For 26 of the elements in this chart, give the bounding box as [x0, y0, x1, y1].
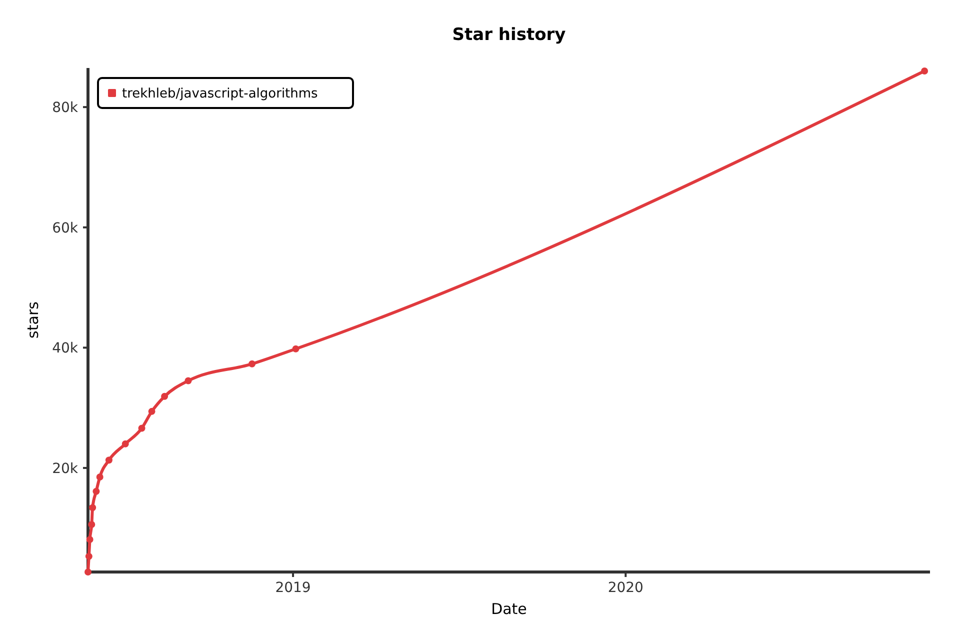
point [184, 377, 192, 384]
point [92, 488, 100, 495]
x-tick-label: 2020 [608, 580, 644, 596]
point [921, 68, 928, 75]
point [122, 440, 129, 448]
point [89, 504, 96, 512]
point [86, 536, 94, 544]
point [88, 520, 96, 528]
point [148, 408, 156, 415]
point [96, 473, 104, 480]
chart-title: Star history [452, 25, 566, 45]
point [138, 424, 146, 432]
y-tick-label: 80k [52, 100, 79, 116]
x-axis-title: Date [491, 600, 527, 618]
x-tick-label: 2019 [275, 580, 311, 596]
point [105, 456, 112, 464]
point [84, 568, 92, 576]
point [161, 392, 168, 400]
y-tick-label: 40k [52, 340, 79, 357]
legend-label: trekhleb/javascript-algorithms [122, 86, 318, 102]
point [85, 552, 92, 560]
point [292, 345, 300, 352]
y-tick-label: 20k [52, 460, 79, 477]
y-tick-label: 60k [52, 220, 79, 236]
y-axis-title: stars [24, 301, 42, 338]
point [248, 360, 256, 368]
